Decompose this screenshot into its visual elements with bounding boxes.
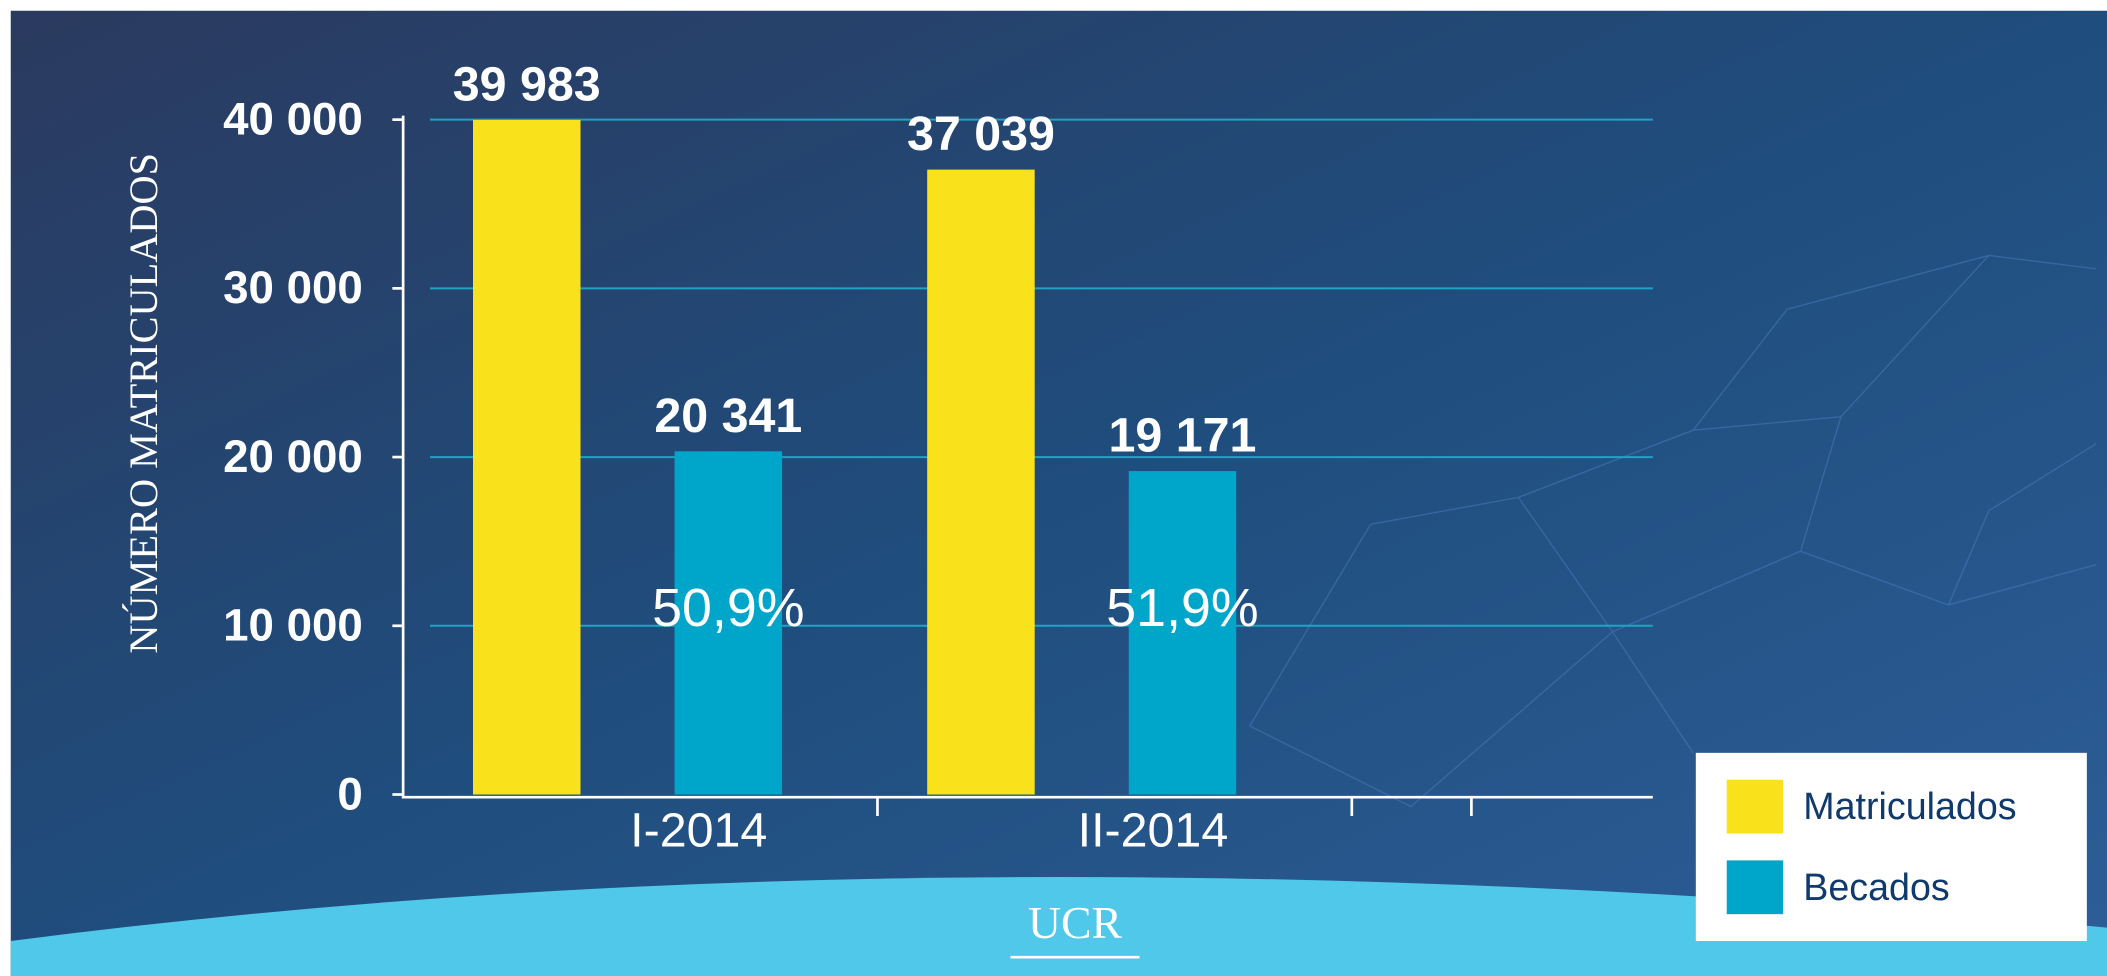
y-tick-label: 20 000 — [223, 431, 363, 482]
legend-swatch — [1727, 780, 1783, 834]
y-axis-label: NÚMERO MATRICULADOS — [121, 153, 166, 654]
chart: UCR NÚMERO MATRICULADOS 0 10 000 20 000 30 … — [0, 0, 2107, 976]
y-tick-label: 10 000 — [223, 600, 363, 651]
value-label: 39 983 — [453, 57, 601, 111]
bar — [473, 120, 581, 795]
share-label: 50,9% — [652, 578, 804, 638]
x-tick-label: I-2014 — [630, 803, 767, 857]
value-label: 37 039 — [907, 107, 1055, 161]
legend-label: Becados — [1803, 866, 1949, 908]
x-tick-label: II-2014 — [1078, 803, 1229, 857]
page: {"chart_data": { "type": "bar", "y_label… — [0, 0, 2107, 976]
share-label: 51,9% — [1106, 578, 1258, 638]
y-tick-label: 30 000 — [223, 262, 363, 313]
y-tick-label: 40 000 — [223, 93, 363, 144]
legend-swatch — [1727, 860, 1783, 914]
legend-label: Matriculados — [1803, 785, 2016, 827]
value-label: 20 341 — [654, 389, 802, 443]
y-tick-label: 0 — [337, 768, 362, 819]
logo: UCR — [1028, 897, 1122, 948]
value-label: 19 171 — [1109, 409, 1257, 463]
bar — [927, 170, 1035, 795]
